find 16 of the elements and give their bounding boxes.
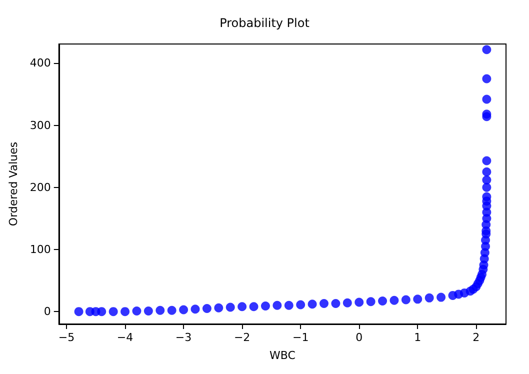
x-tick-label: −5	[58, 331, 75, 344]
chart-title: Probability Plot	[220, 16, 310, 30]
y-axis-title: Ordered Values	[7, 142, 20, 226]
y-tick-label: 400	[30, 56, 51, 70]
y-tick-label: 300	[30, 118, 51, 132]
x-axis-title: WBC	[269, 349, 296, 362]
x-tick-label: 2	[472, 331, 480, 344]
y-tick-label: 0	[44, 305, 51, 318]
y-tick-label: 100	[30, 243, 51, 256]
y-tick-label: 200	[30, 180, 51, 194]
x-tick-label: −1	[292, 331, 309, 344]
x-tick-label: −2	[234, 331, 250, 344]
x-tick-label: 0	[356, 331, 363, 344]
x-tick-label: 1	[414, 331, 422, 344]
x-tick-label: −3	[175, 331, 192, 344]
x-tick-label: −4	[116, 331, 134, 344]
